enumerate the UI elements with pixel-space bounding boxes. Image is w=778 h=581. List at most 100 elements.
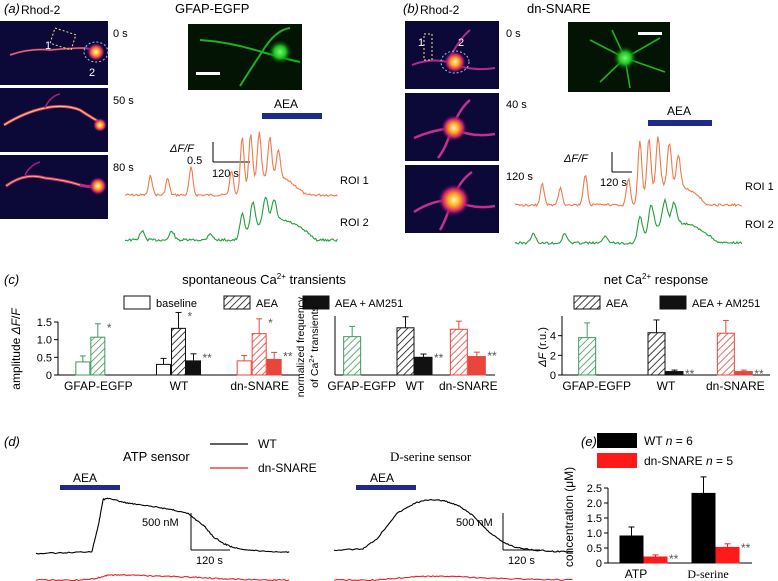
category-label: dn-SNARE [706,379,765,393]
trace-label-roi2-b: ROI 2 [745,219,774,231]
y-tick-label: 1.0 [37,335,52,347]
trace-roi1-a [124,131,338,197]
category-label: GFAP-EGFP [327,379,396,393]
significance-mark: ** [669,552,679,566]
scale-x-d-right: 120 s [508,555,535,567]
legend-baseline: baseline [156,298,197,310]
y-tick-label: 1.5 [37,317,52,329]
bar [578,337,597,376]
aea-bar-d-left [60,485,120,490]
significance-mark: ** [487,349,497,363]
series-line [35,573,290,581]
scale-bar-a: ΔF/F 0.5 120 s [169,142,250,180]
panel-c-label: (c) [4,272,19,287]
time-b-0: 0 s [506,28,521,40]
scale-x-b: 120 s [600,177,627,189]
panel-b-label: (b) [403,1,419,16]
y-tick-label: 2 [550,350,556,362]
bar [734,371,753,376]
scale-x-d-left: 120 s [196,555,223,567]
rhod2-image-a-0s: 1 2 [0,21,109,85]
y-tick-label: 2.5 [587,483,602,495]
legend-d: WT dn-SNARE [210,437,317,475]
panel-a: (a) Rhod-2 GFAP-EGFP 1 2 0 s [0,1,369,242]
scale-bar-b: ΔF/F 120 s [563,152,632,189]
time-b-2: 120 s [506,171,533,183]
trace-roi2-a [124,196,338,242]
aea-bar-d-right [356,485,416,490]
scale-bar-d-left: 500 nM 120 s [142,513,230,567]
aea-bar-b [648,120,712,126]
rhod2-image-b-40s [405,93,499,161]
scale-bar-egfp-a [196,72,220,75]
y-axis-label: concentration (μM) [562,467,576,567]
legend-d-wt: WT [258,437,277,451]
panel-d-label: (d) [4,434,20,449]
aea-label-d-left: AEA [73,471,97,485]
rhod2-image-a-50s [0,88,108,152]
rhod2-image-a-80s [0,155,108,219]
series-line [333,499,574,553]
roi-mark-1-a: 1 [45,40,51,52]
scale-unit-b: ΔF/F [563,153,589,165]
panel-e: (e) WT n = 6 dn-SNARE n = 5 0 0.5 1.0 1.5 2.… [562,433,752,581]
egfp-image-a [188,24,302,90]
trace-label-roi2-a: ROI 2 [340,217,369,229]
egfp-image-b [568,22,670,92]
legend-d-dn: dn-SNARE [258,461,317,475]
category-label: WT [170,379,189,393]
panel-c: (c) spontaneous Ca2+ transients net Ca2+… [4,272,770,397]
panel-b-dye: Rhod-2 [420,3,460,17]
category-label: GFAP-EGFP [562,379,631,393]
bar [414,356,433,376]
y-tick-label: 2.0 [587,498,602,510]
legend-e-dn-swatch [597,453,637,468]
panel-d-title-right: D-serine sensor [390,449,472,464]
bar [715,546,740,564]
significance-mark: ** [754,367,764,381]
legend-c-right: AEA AEA + AM251 [573,295,760,310]
panel-b: (b) Rhod-2 dn-SNARE 1 2 0 s 40 s 120 s [403,1,774,245]
legend-aea: AEA [256,298,279,310]
time-a-0: 0 s [113,28,128,40]
legend-e-dn: dn-SNARE n = 5 [644,454,733,468]
legend-aea-am251: AEA + AM251 [335,298,403,310]
roi-mark-1-b: 1 [418,37,424,49]
panel-c-title-right: net Ca2+ response [604,272,709,287]
panel-a-construct: GFAP-EGFP [175,1,249,16]
panel-a-label: (a) [4,1,20,16]
legend-e-wt-swatch [597,433,637,448]
scale-bar-egfp-b [638,32,662,35]
rhod2-image-b-0s: 1 2 [405,21,499,89]
chart-atp-sensor [35,497,290,581]
bar [171,327,186,376]
significance-mark: ** [203,351,213,365]
significance-mark: * [188,309,193,323]
category-label: WT [406,379,425,393]
bar [665,371,684,376]
aea-label-a: AEA [274,97,298,111]
scale-y-a: 0.5 [187,155,202,167]
bar [619,535,644,564]
y-tick-label: 0.5 [37,352,52,364]
category-label: dn-SNARE [230,379,289,393]
bar [647,332,666,376]
legend-aea-right: AEA [606,298,629,310]
scale-y-d-right: 500 nM [456,517,493,529]
aea-bar-a [262,113,322,119]
trace-label-roi1-b: ROI 1 [745,181,774,193]
bar [266,358,282,376]
bar [343,336,362,376]
panel-e-label: (e) [581,434,597,449]
time-b-1: 40 s [506,99,527,111]
significance-mark: ** [434,351,444,365]
y-axis-label: of Ca2+ transients [309,306,321,388]
panel-c-title-left: spontaneous Ca2+ transients [182,272,346,287]
chart-frequency: GFAP-EGFP WT ** dn-SNARE ** normalized freque… [295,296,498,397]
bar [236,360,252,376]
significance-mark: * [268,316,273,330]
aea-label-d-right: AEA [370,471,394,485]
panel-b-construct: dn-SNARE [527,1,591,16]
aea-label-b: AEA [667,104,691,118]
